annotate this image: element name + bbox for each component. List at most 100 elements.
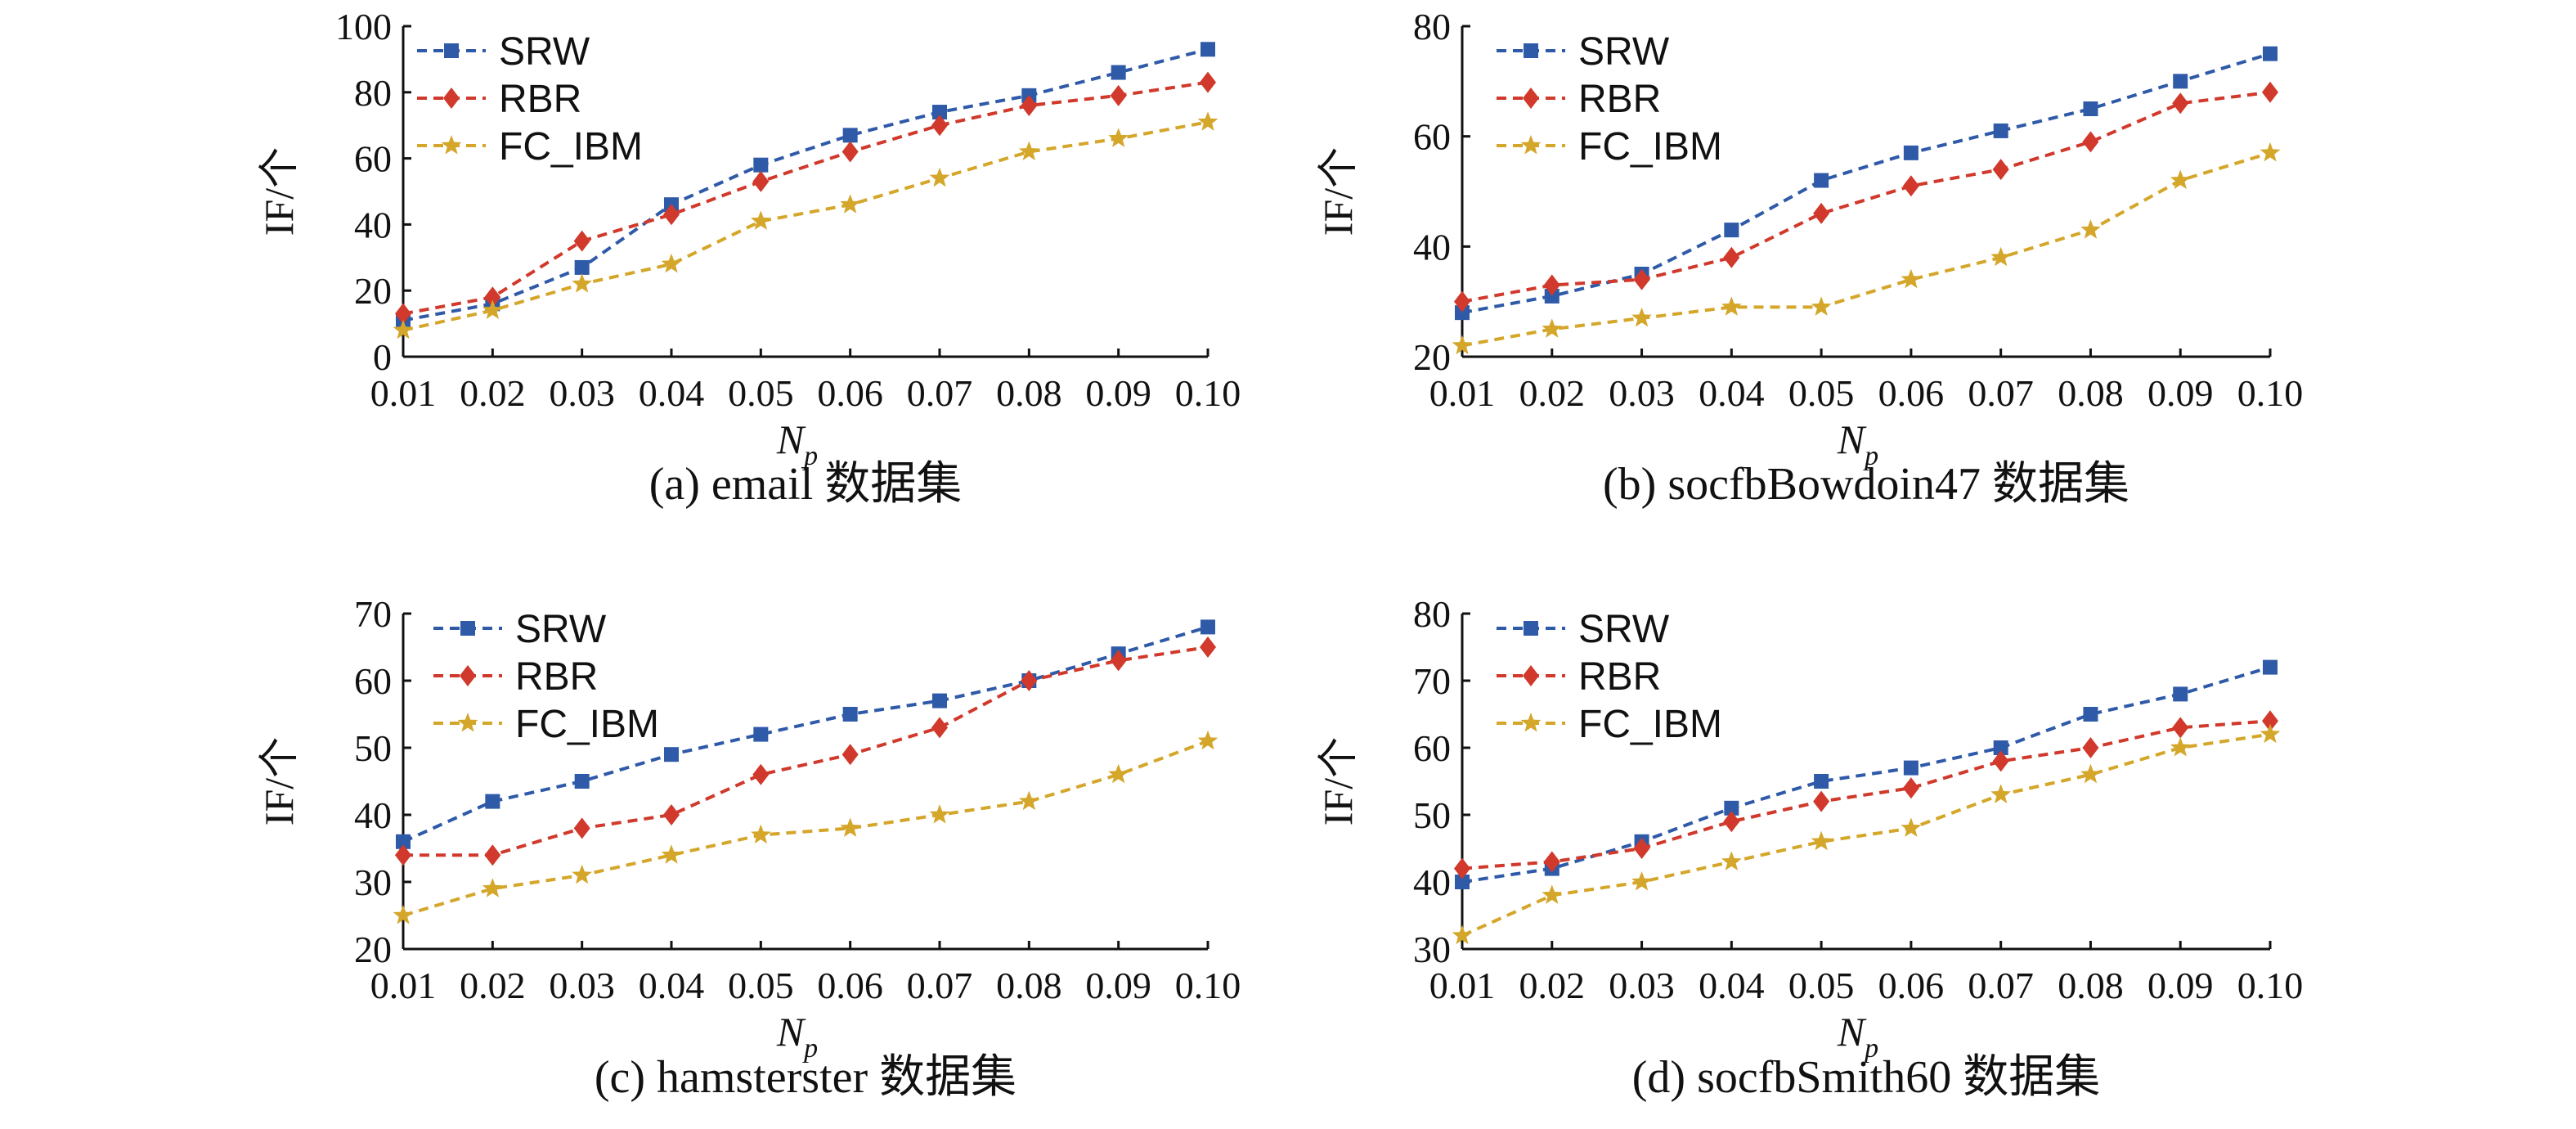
data-point: [932, 693, 947, 708]
x-axis-label: Np: [1837, 1009, 1878, 1064]
x-tick-label: 0.01: [370, 965, 437, 1006]
x-tick-label: 0.06: [1878, 372, 1945, 414]
y-axis-label: IF/个: [1315, 147, 1361, 236]
data-point: [1200, 619, 1215, 635]
data-point: [1197, 111, 1218, 131]
data-point: [2262, 710, 2278, 732]
series-fc-ibm: [393, 730, 1218, 924]
data-point: [1454, 290, 1470, 313]
data-point: [929, 804, 950, 824]
x-tick-label: 0.03: [1609, 965, 1675, 1006]
x-tick-label: 0.02: [1519, 965, 1586, 1006]
x-tick-label: 0.07: [1968, 372, 2034, 414]
y-tick-label: 60: [354, 138, 392, 180]
data-point: [1111, 65, 1126, 80]
legend-label: SRW: [515, 608, 607, 651]
x-tick-label: 0.06: [817, 372, 883, 414]
data-point: [661, 844, 682, 864]
data-point: [2173, 686, 2188, 702]
x-tick-label: 0.08: [2058, 372, 2124, 414]
data-point: [485, 794, 500, 809]
data-point: [751, 824, 771, 844]
legend-marker: [1524, 43, 1538, 58]
legend-marker: [460, 665, 476, 686]
x-tick-label: 0.10: [1175, 965, 1241, 1006]
data-point: [931, 115, 948, 137]
data-point: [2262, 81, 2278, 103]
data-point: [1544, 288, 1560, 304]
data-point: [2260, 723, 2281, 744]
x-tick-label: 0.05: [1788, 965, 1855, 1006]
chart-panel-3: 20 30 40 50 60 70 0.01 0.02 0.03 0.04 0.05 0.06 0.07…: [256, 593, 1241, 1103]
data-point: [1993, 123, 2008, 138]
x-tick-label: 0.08: [996, 372, 1062, 414]
series-line: [402, 120, 1209, 332]
data-point: [1813, 202, 1830, 224]
y-tick-label: 20: [354, 929, 392, 970]
data-point: [2172, 92, 2189, 115]
data-point: [2260, 142, 2281, 162]
panel-caption: (b) socfbBowdoin47 数据集: [1603, 459, 2129, 510]
data-point: [840, 194, 860, 214]
legend-marker: [441, 135, 462, 155]
data-point: [931, 717, 948, 739]
data-point: [929, 167, 950, 187]
data-point: [2172, 717, 2189, 739]
series-fc-ibm: [1452, 142, 2281, 355]
x-tick-label: 0.07: [907, 372, 973, 414]
data-point: [842, 128, 858, 143]
legend-marker: [1524, 621, 1538, 636]
data-point: [663, 204, 680, 226]
data-point: [1721, 296, 1742, 316]
series-fc-ibm: [1452, 723, 2281, 945]
data-point: [393, 905, 414, 924]
x-tick-label: 0.09: [2147, 372, 2214, 414]
legend-label: SRW: [1578, 30, 1670, 74]
y-tick-label: 40: [354, 794, 392, 836]
legend-label: FC_IBM: [1578, 703, 1722, 746]
data-point: [1452, 924, 1473, 945]
series-line: [1461, 52, 2271, 315]
y-tick-label: 80: [1413, 6, 1451, 47]
data-point: [484, 286, 501, 308]
x-tick-label: 0.05: [1788, 372, 1855, 414]
y-tick-label: 40: [354, 204, 392, 245]
x-tick-label: 0.08: [996, 965, 1062, 1006]
y-tick-label: 50: [1413, 794, 1451, 836]
data-point: [1723, 246, 1740, 268]
data-point: [1543, 851, 1560, 873]
y-tick-label: 60: [1413, 116, 1451, 158]
data-point: [840, 817, 860, 837]
panel-caption: (c) hamsterster 数据集: [595, 1052, 1016, 1103]
data-point: [1108, 128, 1129, 147]
x-tick-label: 0.04: [1699, 372, 1765, 414]
x-tick-label: 0.04: [1699, 965, 1765, 1006]
data-point: [1902, 175, 1919, 197]
data-point: [1903, 145, 1919, 160]
data-point: [2083, 101, 2098, 116]
x-tick-label: 0.09: [2147, 965, 2214, 1006]
data-point: [2080, 763, 2101, 784]
data-point: [1990, 784, 2011, 803]
series-rbr: [395, 636, 1216, 866]
panel-caption: (a) email 数据集: [649, 459, 963, 510]
data-point: [1813, 790, 1830, 812]
legend-marker: [1523, 665, 1539, 686]
legend-label: RBR: [1578, 655, 1661, 699]
data-point: [1633, 838, 1650, 859]
data-point: [1110, 84, 1127, 106]
y-axis-label: IF/个: [256, 737, 302, 825]
data-point: [2082, 737, 2099, 758]
data-point: [841, 744, 859, 766]
legend-marker: [457, 713, 478, 732]
y-tick-label: 80: [354, 72, 392, 114]
series-fc-ibm: [393, 111, 1218, 340]
data-point: [1902, 777, 1919, 799]
series-line: [1461, 665, 2271, 884]
data-point: [1721, 851, 1742, 870]
series-srw: [1455, 46, 2278, 321]
series-line: [402, 625, 1209, 843]
